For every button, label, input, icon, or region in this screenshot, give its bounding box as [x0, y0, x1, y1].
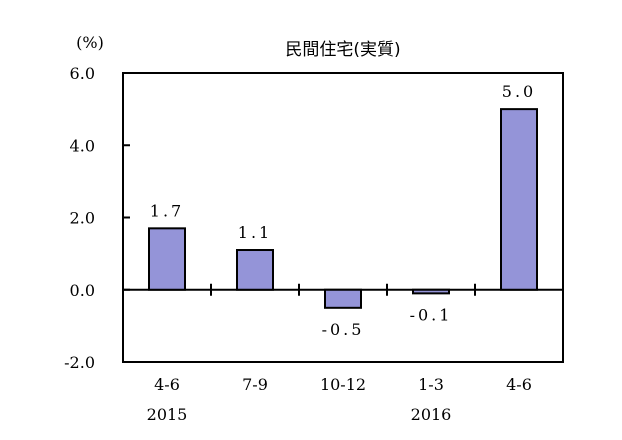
bar [324, 288, 362, 309]
bar [148, 227, 186, 291]
year-label: 2016 [411, 405, 452, 424]
chart-title: 民間住宅(実質) [285, 40, 400, 60]
year-label: 2015 [147, 405, 188, 424]
x-tick-label: 10-12 [320, 375, 366, 394]
y-tick-label: 2.0 [70, 209, 95, 228]
data-label: -0.5 [322, 320, 365, 339]
bar [236, 249, 274, 291]
x-tick-label: 7-9 [242, 375, 268, 394]
x-tick-label: 4-6 [506, 375, 532, 394]
x-tick-label: 4-6 [154, 375, 180, 394]
data-label: 1.1 [238, 223, 272, 242]
data-label: 5.0 [502, 82, 536, 101]
data-label: -0.1 [410, 305, 453, 324]
y-tick-label: 4.0 [70, 136, 95, 155]
x-tick-label: 1-3 [418, 375, 444, 394]
y-tick-label: 6.0 [70, 64, 95, 83]
data-label: 1.7 [150, 201, 184, 220]
y-tick-label: -2.0 [64, 353, 95, 372]
y-tick-label: 0.0 [70, 281, 95, 300]
plot-frame [122, 72, 564, 363]
bar [412, 288, 450, 295]
y-axis-unit-label: (%) [76, 33, 104, 52]
bar [500, 108, 538, 291]
